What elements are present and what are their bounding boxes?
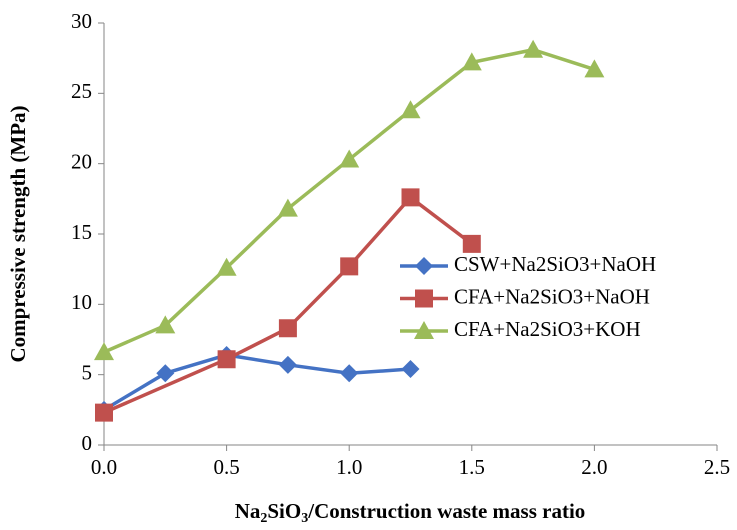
legend-label: CFA+Na2SiO3+NaOH (454, 284, 650, 308)
legend-label: CSW+Na2SiO3+NaOH (454, 252, 656, 276)
marker (401, 360, 420, 379)
marker (340, 257, 359, 276)
marker (278, 355, 297, 374)
x-tick-label: 0.0 (91, 455, 117, 479)
marker (156, 364, 175, 383)
marker (415, 289, 433, 308)
marker (401, 188, 420, 207)
marker (95, 403, 113, 422)
x-axis-title: Na2SiO3/Construction waste mass ratio (235, 499, 586, 526)
y-tick-label: 0 (82, 431, 93, 455)
marker (339, 149, 360, 168)
marker (216, 257, 237, 276)
marker (278, 319, 297, 338)
x-tick-label: 1.5 (459, 455, 485, 479)
marker (461, 52, 482, 71)
y-tick-label: 25 (71, 79, 92, 103)
series-line (103, 195, 473, 415)
marker (584, 59, 605, 78)
y-tick-label: 5 (82, 360, 93, 384)
y-tick-label: 30 (71, 9, 92, 33)
series-line (103, 353, 411, 412)
y-axis-title: Compressive strength (MPa) (6, 105, 30, 362)
marker (414, 321, 434, 339)
y-tick-label: 10 (71, 290, 92, 314)
marker (523, 39, 544, 58)
marker (400, 100, 421, 119)
x-tick-label: 2.0 (581, 455, 607, 479)
marker (217, 350, 236, 369)
x-tick-label: 1.0 (336, 455, 362, 479)
y-tick-label: 20 (71, 149, 92, 173)
y-tick-label: 15 (71, 220, 92, 244)
legend-label: CFA+Na2SiO3+KOH (454, 317, 641, 341)
marker (340, 364, 359, 383)
marker (94, 342, 114, 361)
marker (415, 257, 433, 275)
x-tick-label: 0.5 (213, 455, 239, 479)
marker (155, 315, 176, 334)
marker (277, 198, 298, 217)
marker (462, 234, 481, 253)
x-tick-label: 2.5 (704, 455, 730, 479)
